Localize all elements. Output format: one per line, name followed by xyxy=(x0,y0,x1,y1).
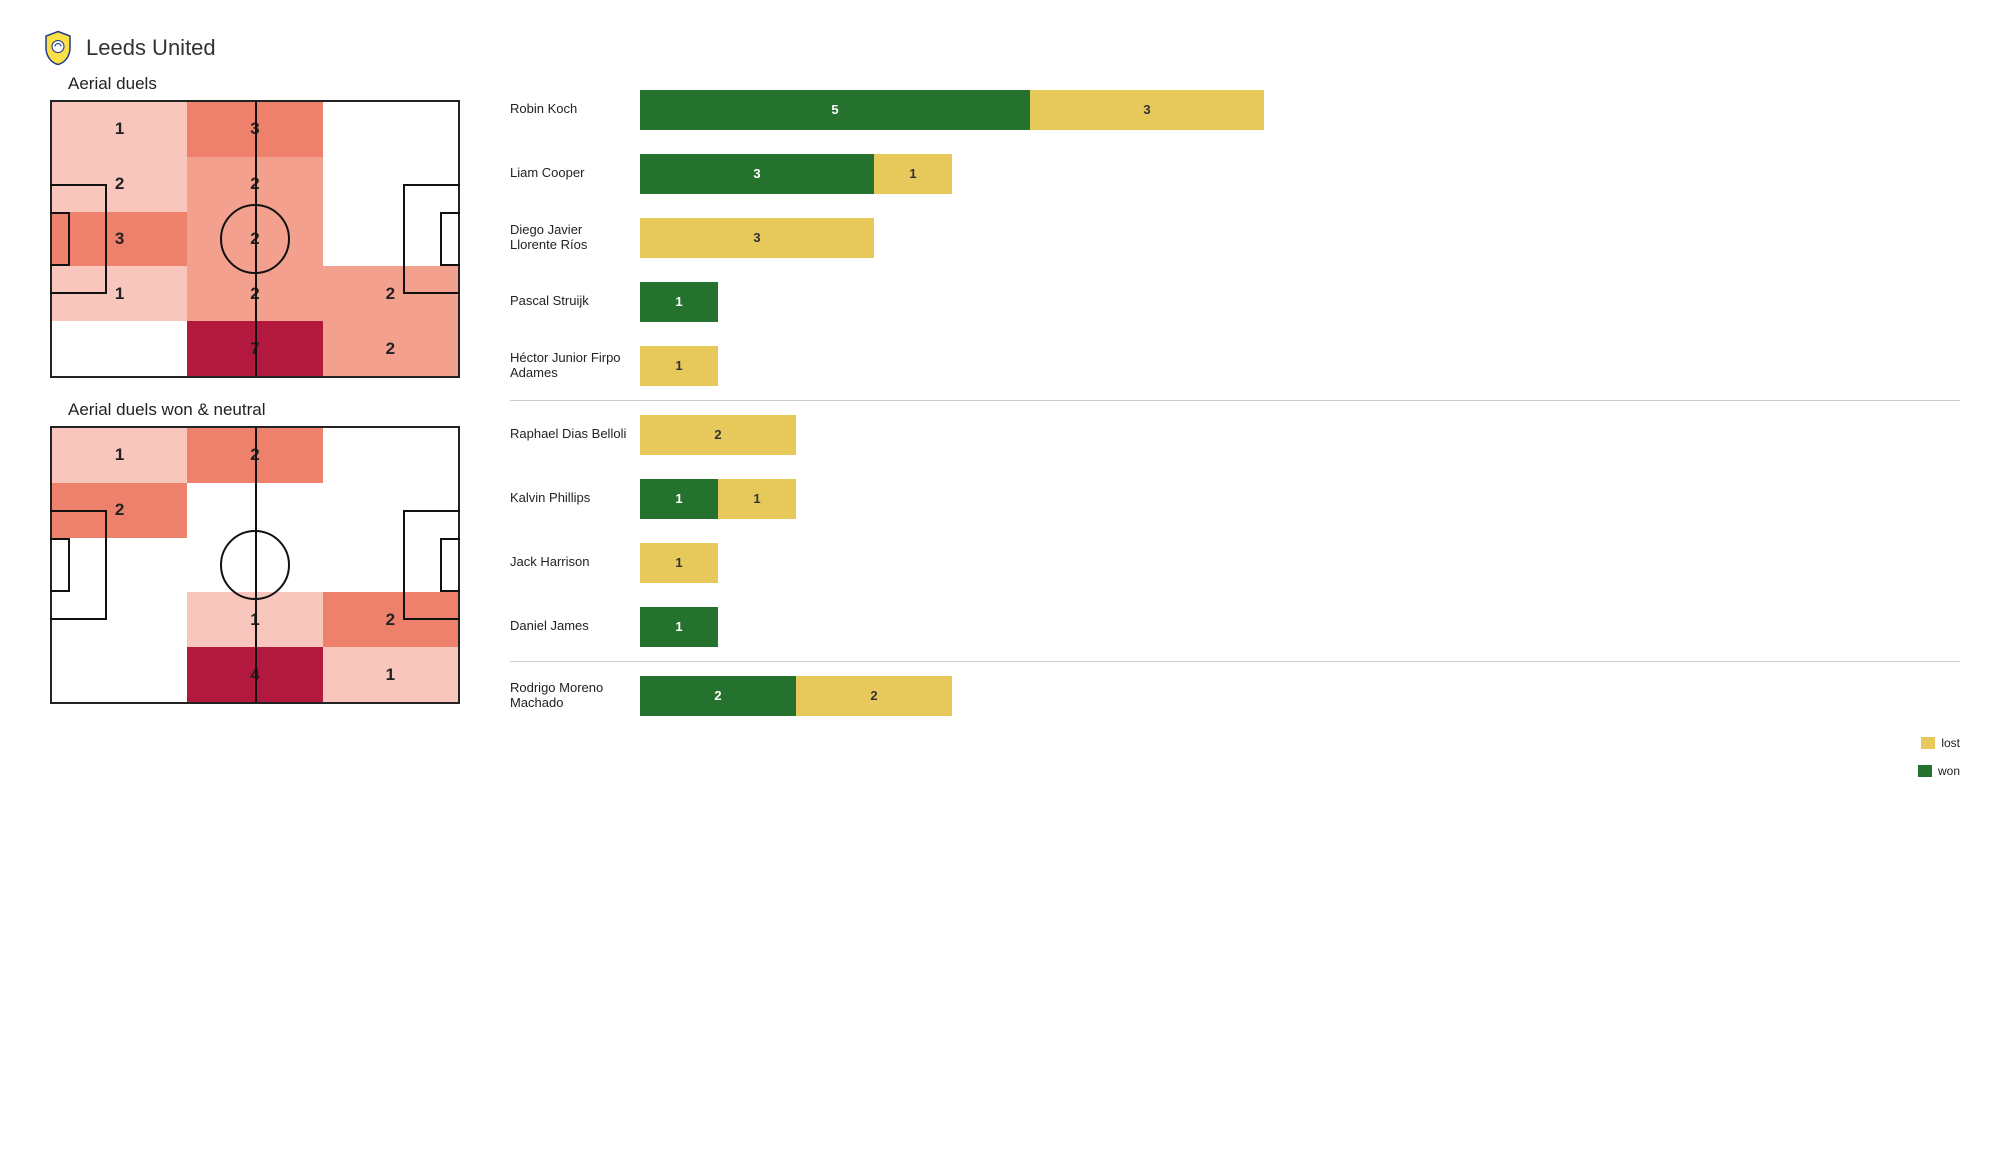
player-name: Daniel James xyxy=(510,619,640,634)
player-bar-row: Kalvin Phillips11 xyxy=(510,467,1960,531)
bar-track: 53 xyxy=(640,90,1960,130)
bar-seg-lost: 3 xyxy=(640,218,874,258)
player-bar-row: Rodrigo Moreno Machado22 xyxy=(510,664,1960,728)
heat-zone: 2 xyxy=(52,157,187,212)
page-header: Leeds United xyxy=(40,30,1960,66)
bar-track: 1 xyxy=(640,346,1960,386)
player-bar-row: Héctor Junior Firpo Adames1 xyxy=(510,334,1960,398)
heat-zone: 2 xyxy=(52,483,187,538)
heat-zone: 4 xyxy=(187,647,322,702)
player-name: Pascal Struijk xyxy=(510,294,640,309)
team-name: Leeds United xyxy=(86,35,216,61)
player-bar-row: Pascal Struijk1 xyxy=(510,270,1960,334)
bar-seg-won: 3 xyxy=(640,154,874,194)
heat-zone: 2 xyxy=(187,157,322,212)
legend-won: won xyxy=(1918,764,1960,778)
heat-zone: 2 xyxy=(187,212,322,267)
player-bar-row: Daniel James1 xyxy=(510,595,1960,659)
player-name: Héctor Junior Firpo Adames xyxy=(510,351,640,381)
heat-zone: 2 xyxy=(187,266,322,321)
heat-zone: 2 xyxy=(323,592,458,647)
group-divider xyxy=(510,661,1960,662)
heat-zone xyxy=(323,428,458,483)
heat-zone xyxy=(187,483,322,538)
pitch-title: Aerial duels won & neutral xyxy=(68,400,480,420)
player-bar-row: Diego Javier Llorente Ríos3 xyxy=(510,206,1960,270)
heat-zone xyxy=(52,647,187,702)
player-name: Raphael Dias Belloli xyxy=(510,427,640,442)
player-name: Kalvin Phillips xyxy=(510,491,640,506)
pitch-heatmap: 13223212272 xyxy=(50,100,460,378)
team-crest-icon xyxy=(40,30,76,66)
heat-zone: 3 xyxy=(187,102,322,157)
heat-zone xyxy=(52,321,187,376)
heat-zone: 1 xyxy=(323,647,458,702)
bar-seg-won: 1 xyxy=(640,282,718,322)
pitch-heatmap: 1221241 xyxy=(50,426,460,704)
heat-zone: 1 xyxy=(52,428,187,483)
heat-zone: 2 xyxy=(323,321,458,376)
heat-zone: 1 xyxy=(52,266,187,321)
bar-track: 22 xyxy=(640,676,1960,716)
bars-column: Robin Koch53Liam Cooper31Diego Javier Ll… xyxy=(510,74,1960,778)
bar-seg-lost: 1 xyxy=(640,543,718,583)
player-name: Rodrigo Moreno Machado xyxy=(510,681,640,711)
bar-seg-won: 2 xyxy=(640,676,796,716)
legend-lost: lost xyxy=(1921,736,1960,750)
pitch-block: Aerial duels13223212272 xyxy=(40,74,480,378)
player-bar-row: Robin Koch53 xyxy=(510,78,1960,142)
bar-seg-won: 1 xyxy=(640,479,718,519)
bar-track: 11 xyxy=(640,479,1960,519)
legend-won-label: won xyxy=(1938,764,1960,778)
pitch-block: Aerial duels won & neutral1221241 xyxy=(40,400,480,704)
heat-zone: 1 xyxy=(187,592,322,647)
player-bar-row: Raphael Dias Belloli2 xyxy=(510,403,1960,467)
group-divider xyxy=(510,400,1960,401)
bar-seg-lost: 2 xyxy=(796,676,952,716)
bar-seg-won: 5 xyxy=(640,90,1030,130)
player-name: Liam Cooper xyxy=(510,166,640,181)
bar-track: 2 xyxy=(640,415,1960,455)
heat-zone xyxy=(187,538,322,593)
player-bar-row: Liam Cooper31 xyxy=(510,142,1960,206)
bar-track: 31 xyxy=(640,154,1960,194)
heat-zone xyxy=(323,538,458,593)
heat-zone: 2 xyxy=(323,266,458,321)
legend: lost won xyxy=(510,736,1960,778)
legend-swatch-lost xyxy=(1921,737,1935,749)
bar-seg-won: 1 xyxy=(640,607,718,647)
heat-zone: 1 xyxy=(52,102,187,157)
heat-zone xyxy=(52,592,187,647)
player-bar-row: Jack Harrison1 xyxy=(510,531,1960,595)
bar-seg-lost: 1 xyxy=(718,479,796,519)
pitch-column: Aerial duels13223212272Aerial duels won … xyxy=(40,74,480,778)
player-name: Robin Koch xyxy=(510,102,640,117)
bar-seg-lost: 2 xyxy=(640,415,796,455)
legend-swatch-won xyxy=(1918,765,1932,777)
pitch-title: Aerial duels xyxy=(68,74,480,94)
bar-seg-lost: 3 xyxy=(1030,90,1264,130)
heat-zone: 2 xyxy=(187,428,322,483)
heat-zone: 3 xyxy=(52,212,187,267)
bar-track: 3 xyxy=(640,218,1960,258)
main-layout: Aerial duels13223212272Aerial duels won … xyxy=(40,74,1960,778)
heat-zone xyxy=(52,538,187,593)
player-name: Jack Harrison xyxy=(510,555,640,570)
player-name: Diego Javier Llorente Ríos xyxy=(510,223,640,253)
legend-lost-label: lost xyxy=(1941,736,1960,750)
bar-seg-lost: 1 xyxy=(874,154,952,194)
heat-zone xyxy=(323,102,458,157)
bar-track: 1 xyxy=(640,543,1960,583)
bar-track: 1 xyxy=(640,607,1960,647)
heat-zone: 7 xyxy=(187,321,322,376)
bar-track: 1 xyxy=(640,282,1960,322)
heat-zone xyxy=(323,157,458,212)
heat-zone xyxy=(323,483,458,538)
heat-zone xyxy=(323,212,458,267)
bar-seg-lost: 1 xyxy=(640,346,718,386)
